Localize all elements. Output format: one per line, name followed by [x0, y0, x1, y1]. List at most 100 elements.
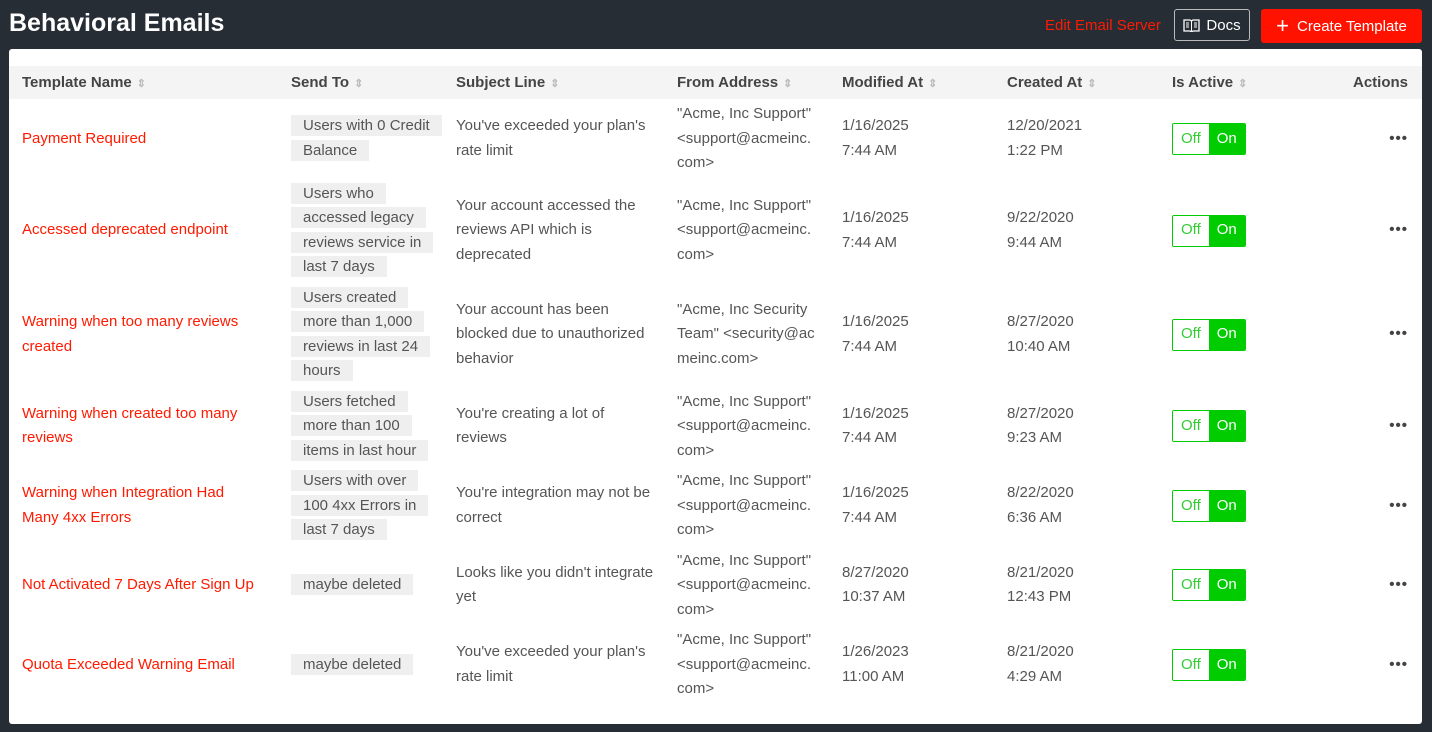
toggle-on[interactable]: On — [1208, 570, 1245, 601]
created-time: 1:22 PM — [1007, 141, 1063, 159]
column-header-from-address[interactable]: From Address ⇕ — [677, 66, 842, 99]
table-row: Accessed deprecated endpoint Users who a… — [9, 179, 1422, 283]
active-toggle[interactable]: Off On — [1172, 489, 1246, 522]
from-address: "Acme, Inc Security Team" <security@acme… — [677, 300, 815, 367]
column-header-actions: Actions — [1322, 66, 1422, 99]
from-address: "Acme, Inc Support" <support@acmeinc.com… — [677, 472, 812, 538]
from-address: "Acme, Inc Support" <support@acmeinc.com… — [677, 196, 812, 263]
more-actions-icon[interactable]: ••• — [1389, 221, 1408, 239]
plus-icon: + — [1276, 13, 1290, 38]
more-actions-icon[interactable]: ••• — [1389, 325, 1408, 343]
toggle-off[interactable]: Off — [1173, 490, 1209, 521]
more-actions-icon[interactable]: ••• — [1389, 496, 1408, 514]
template-name-link[interactable]: Payment Required — [22, 129, 147, 147]
toggle-on[interactable]: On — [1208, 123, 1245, 154]
table-row: Warning when Integration Had Many 4xx Er… — [9, 466, 1422, 546]
active-toggle[interactable]: Off On — [1172, 648, 1246, 681]
create-template-label: Create Template — [1297, 17, 1407, 35]
created-date: 9/22/2020 — [1007, 209, 1074, 226]
created-time: 6:36 AM — [1007, 508, 1063, 526]
subject-line: Your account accessed the reviews API wh… — [456, 196, 636, 263]
toggle-off[interactable]: Off — [1173, 411, 1209, 442]
column-header-modified-at[interactable]: Modified At ⇕ — [842, 66, 1007, 99]
docs-button[interactable]: Docs — [1174, 9, 1250, 41]
template-name-link[interactable]: Warning when too many reviews created — [22, 313, 239, 355]
modified-date: 1/16/2025 — [842, 117, 909, 135]
template-name-link[interactable]: Quota Exceeded Warning Email — [22, 655, 235, 673]
template-name-link[interactable]: Not Activated 7 Days After Sign Up — [22, 576, 254, 593]
column-label: Send To — [291, 74, 350, 91]
from-address: "Acme, Inc Support" <support@acmeinc.com… — [677, 631, 812, 697]
active-toggle[interactable]: Off On — [1172, 318, 1246, 351]
table-row: Quota Exceeded Warning Email maybe delet… — [9, 625, 1422, 705]
column-header-created-at[interactable]: Created At ⇕ — [1007, 66, 1172, 99]
send-to-segment-badge: maybe deleted — [291, 574, 414, 595]
created-date: 8/21/2020 — [1007, 643, 1074, 661]
toggle-off[interactable]: Off — [1173, 215, 1209, 246]
column-label: Created At — [1007, 74, 1083, 91]
edit-email-server-link[interactable]: Edit Email Server — [1045, 17, 1161, 34]
create-template-button[interactable]: + Create Template — [1261, 9, 1422, 43]
more-actions-icon[interactable]: ••• — [1389, 576, 1408, 593]
more-actions-icon[interactable]: ••• — [1389, 417, 1408, 434]
modified-date: 8/27/2020 — [842, 563, 909, 581]
column-header-subject-line[interactable]: Subject Line ⇕ — [456, 66, 677, 99]
toggle-off[interactable]: Off — [1173, 319, 1209, 350]
page-title: Behavioral Emails — [9, 9, 225, 37]
template-name-link[interactable]: Warning when Integration Had Many 4xx Er… — [22, 484, 225, 526]
subject-line: Looks like you didn't integrate yet — [456, 563, 654, 606]
from-address: "Acme, Inc Support" <support@acmeinc.com… — [677, 392, 812, 459]
subject-line: You're integration may not be correct — [456, 484, 651, 526]
toggle-on[interactable]: On — [1208, 411, 1245, 442]
template-name-link[interactable]: Accessed deprecated endpoint — [22, 221, 228, 239]
sort-icon[interactable]: ⇕ — [928, 78, 938, 90]
docs-label: Docs — [1206, 16, 1241, 34]
column-label: From Address — [677, 74, 779, 91]
column-label: Subject Line — [456, 74, 546, 91]
modified-time: 10:37 AM — [842, 588, 906, 606]
created-date: 8/22/2020 — [1007, 484, 1074, 502]
created-time: 4:29 AM — [1007, 667, 1063, 685]
column-header-is-active[interactable]: Is Active ⇕ — [1172, 66, 1322, 99]
column-header-template-name[interactable]: Template Name ⇕ — [9, 66, 291, 99]
toggle-on[interactable]: On — [1208, 319, 1245, 350]
more-actions-icon[interactable]: ••• — [1389, 129, 1408, 147]
toggle-off[interactable]: Off — [1173, 123, 1209, 154]
toggle-off[interactable]: Off — [1173, 570, 1209, 601]
sort-icon[interactable]: ⇕ — [783, 78, 793, 90]
send-to-segment-badge: Users fetched more than 100 items in las… — [291, 390, 429, 461]
subject-line: Your account has been blocked due to una… — [456, 300, 645, 367]
sort-icon[interactable]: ⇕ — [136, 78, 146, 90]
more-actions-icon[interactable]: ••• — [1389, 655, 1408, 673]
active-toggle[interactable]: Off On — [1172, 214, 1246, 247]
table-row: Warning when created too many reviews Us… — [9, 387, 1422, 467]
sort-icon[interactable]: ⇕ — [1087, 78, 1097, 90]
sort-icon[interactable]: ⇕ — [1238, 78, 1248, 90]
modified-date: 1/16/2025 — [842, 404, 909, 422]
modified-time: 7:44 AM — [842, 233, 898, 251]
subject-line: You've exceeded your plan's rate limit — [456, 117, 646, 159]
toggle-off[interactable]: Off — [1173, 649, 1209, 680]
from-address: "Acme, Inc Support" <support@acmeinc.com… — [677, 551, 812, 618]
modified-date: 1/26/2023 — [842, 643, 909, 661]
sort-icon[interactable]: ⇕ — [550, 78, 560, 90]
book-icon — [1183, 18, 1201, 32]
toggle-on[interactable]: On — [1208, 215, 1245, 246]
send-to-segment-badge: Users created more than 1,000 reviews in… — [291, 286, 431, 381]
table-row: Warning when too many reviews created Us… — [9, 283, 1422, 387]
modified-time: 7:44 AM — [842, 141, 898, 159]
active-toggle[interactable]: Off On — [1172, 569, 1246, 602]
send-to-segment-badge: maybe deleted — [291, 653, 414, 675]
created-time: 12:43 PM — [1007, 588, 1072, 606]
sort-icon[interactable]: ⇕ — [354, 78, 364, 90]
send-to-segment-badge: Users with 0 Credit Balance — [291, 115, 442, 161]
created-date: 8/21/2020 — [1007, 563, 1074, 581]
toggle-on[interactable]: On — [1208, 649, 1245, 680]
template-name-link[interactable]: Warning when created too many reviews — [22, 404, 238, 447]
active-toggle[interactable]: Off On — [1172, 122, 1246, 155]
toggle-on[interactable]: On — [1208, 490, 1245, 521]
column-header-send-to[interactable]: Send To ⇕ — [291, 66, 456, 99]
active-toggle[interactable]: Off On — [1172, 410, 1246, 443]
send-to-segment-badge: Users who accessed legacy reviews servic… — [291, 182, 434, 277]
subject-line: You've exceeded your plan's rate limit — [456, 643, 646, 685]
